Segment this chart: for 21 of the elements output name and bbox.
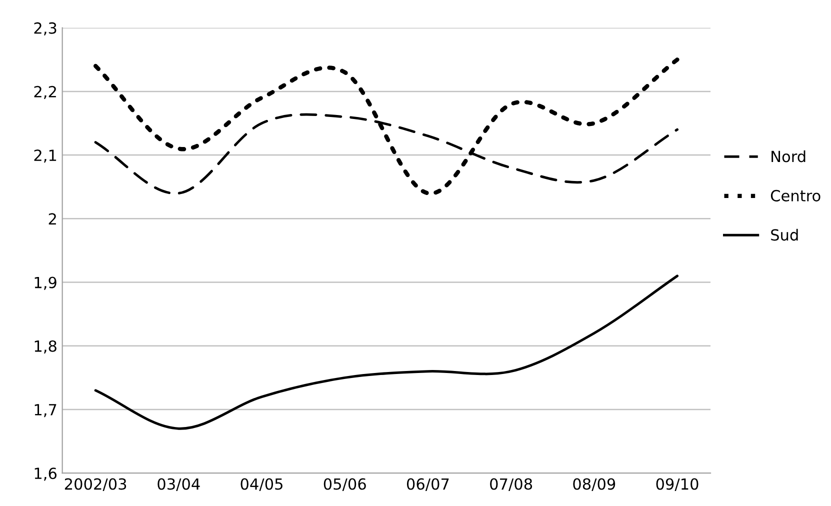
legend-label: Centro	[770, 190, 820, 202]
y-tick-label: 1,6	[34, 468, 56, 481]
x-tick-label: 07/08	[490, 478, 532, 491]
line-series	[93, 58, 680, 196]
y-tick-label: 2,2	[34, 86, 56, 100]
x-tick-label: 04/05	[240, 478, 282, 491]
legend-label: Nord	[772, 150, 806, 162]
x-tick-label: 03/04	[158, 478, 200, 491]
y-tick-label: 1,9	[34, 276, 56, 290]
x-tick-label: 2002/03	[64, 478, 126, 491]
y-tick-label: 1,8	[34, 340, 56, 354]
legend-label: Sud	[771, 228, 798, 241]
y-tick-label: 2,3	[34, 22, 56, 36]
x-tick-label: 06/07	[406, 478, 449, 491]
y-tick-label: 2,1	[34, 150, 56, 163]
x-tick-label: 05/06	[324, 478, 366, 491]
x-tick-label: 08/09	[573, 478, 616, 491]
y-tick-label: 1,7	[34, 404, 56, 418]
x-tick-label: 09/10	[656, 478, 698, 491]
line-series	[94, 274, 679, 430]
y-tick-label: 2	[48, 213, 56, 224]
